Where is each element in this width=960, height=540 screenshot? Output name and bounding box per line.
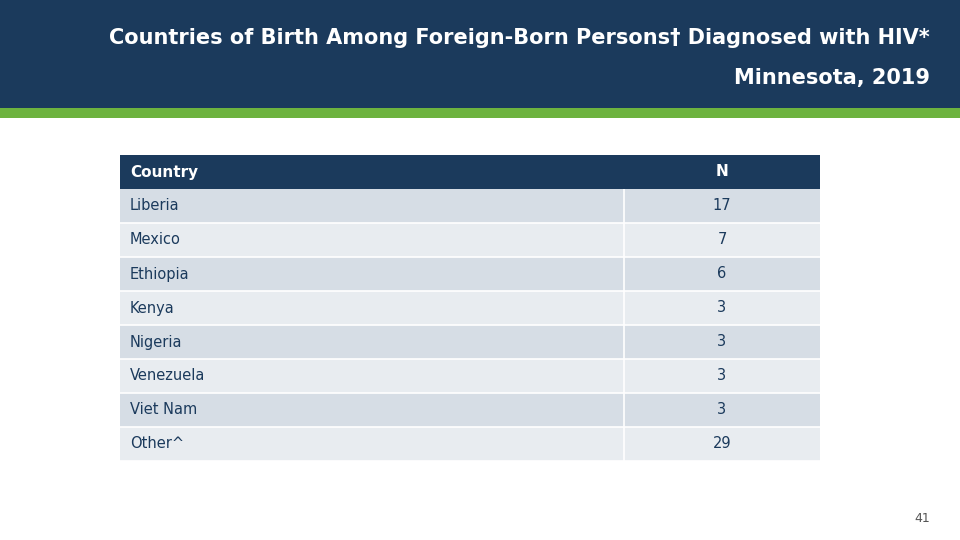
Text: 3: 3 [717,368,727,383]
Bar [120,427,820,461]
Text: Liberia: Liberia [130,199,180,213]
Text: 6: 6 [717,267,727,281]
Text: Other^: Other^ [130,436,184,451]
Bar [120,155,820,189]
Text: Mexico: Mexico [130,233,180,247]
Bar [120,223,820,257]
Text: 7: 7 [717,233,727,247]
Bar [120,325,820,359]
Text: 41: 41 [914,512,930,525]
Bar [120,189,820,223]
Text: Venezuela: Venezuela [130,368,205,383]
Text: 3: 3 [717,334,727,349]
Bar [120,291,820,325]
Text: Ethiopia: Ethiopia [130,267,190,281]
Text: Country: Country [130,165,198,179]
Text: 3: 3 [717,402,727,417]
Bar [0,0,960,108]
Text: Viet Nam: Viet Nam [130,402,197,417]
Text: 3: 3 [717,300,727,315]
Text: Kenya: Kenya [130,300,175,315]
Text: Countries of Birth Among Foreign-Born Persons† Diagnosed with HIV*: Countries of Birth Among Foreign-Born Pe… [109,28,930,48]
Text: Nigeria: Nigeria [130,334,182,349]
Text: Minnesota, 2019: Minnesota, 2019 [734,68,930,88]
Text: N: N [715,165,729,179]
Bar [0,108,960,118]
Bar [120,359,820,393]
Bar [120,393,820,427]
Text: 17: 17 [712,199,732,213]
Bar [120,257,820,291]
Text: 29: 29 [712,436,732,451]
